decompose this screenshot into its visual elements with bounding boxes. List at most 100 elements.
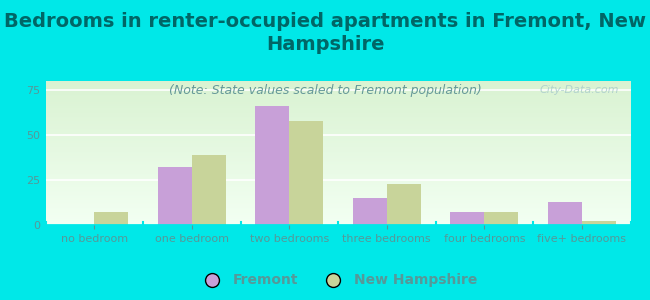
Bar bbox=[46, 127, 630, 128]
Bar bbox=[46, 198, 630, 199]
Bar bbox=[46, 83, 630, 84]
Bar bbox=[46, 160, 630, 161]
Bar bbox=[46, 144, 630, 145]
Bar bbox=[46, 110, 630, 111]
Bar bbox=[46, 104, 630, 105]
Bar bbox=[46, 121, 630, 122]
Bar bbox=[46, 128, 630, 129]
Bar bbox=[46, 188, 630, 189]
Bar bbox=[46, 115, 630, 116]
Bar bbox=[46, 186, 630, 187]
Bar bbox=[46, 211, 630, 212]
Bar bbox=[46, 166, 630, 167]
Bar bbox=[46, 149, 630, 150]
Bar bbox=[46, 141, 630, 142]
Bar bbox=[46, 224, 630, 225]
Bar bbox=[46, 207, 630, 208]
Bar bbox=[46, 184, 630, 185]
Bar bbox=[46, 130, 630, 131]
Bar bbox=[46, 150, 630, 151]
Bar bbox=[46, 120, 630, 121]
Bar bbox=[46, 109, 630, 110]
Bar bbox=[46, 209, 630, 210]
Bar bbox=[46, 100, 630, 101]
Bar bbox=[46, 107, 630, 108]
Bar bbox=[46, 194, 630, 195]
Bar bbox=[484, 212, 519, 225]
Bar bbox=[46, 117, 630, 118]
Bar bbox=[46, 126, 630, 127]
Bar bbox=[46, 208, 630, 209]
Bar bbox=[46, 215, 630, 216]
Bar bbox=[547, 202, 582, 225]
Bar bbox=[46, 100, 630, 101]
Bar bbox=[46, 213, 630, 214]
Bar bbox=[46, 168, 630, 169]
Bar bbox=[46, 173, 630, 174]
Bar bbox=[46, 89, 630, 90]
Bar bbox=[46, 182, 630, 183]
Bar bbox=[46, 196, 630, 197]
Bar bbox=[46, 197, 630, 198]
Bar bbox=[46, 102, 630, 103]
Bar bbox=[46, 199, 630, 200]
Bar bbox=[46, 204, 630, 205]
Bar bbox=[46, 218, 630, 219]
Bar bbox=[46, 108, 630, 109]
Bar bbox=[46, 138, 630, 139]
Bar bbox=[46, 153, 630, 154]
Bar bbox=[46, 94, 630, 95]
Bar bbox=[46, 185, 630, 186]
Bar bbox=[46, 147, 630, 148]
Text: City-Data.com: City-Data.com bbox=[540, 85, 619, 95]
Bar bbox=[46, 192, 630, 193]
Bar bbox=[46, 200, 630, 201]
Bar bbox=[157, 167, 192, 225]
Bar bbox=[46, 140, 630, 141]
Bar bbox=[46, 156, 630, 157]
Bar bbox=[46, 201, 630, 202]
Bar bbox=[46, 202, 630, 203]
Bar bbox=[46, 174, 630, 175]
Bar bbox=[46, 101, 630, 102]
Bar bbox=[46, 113, 630, 114]
Bar bbox=[46, 116, 630, 117]
Bar bbox=[353, 198, 387, 225]
Bar bbox=[46, 105, 630, 106]
Bar bbox=[46, 132, 630, 133]
Bar bbox=[46, 161, 630, 162]
Bar bbox=[46, 146, 630, 147]
Bar bbox=[46, 148, 630, 149]
Bar bbox=[46, 112, 630, 113]
Bar bbox=[46, 176, 630, 177]
Bar bbox=[46, 97, 630, 98]
Bar bbox=[46, 118, 630, 119]
Bar bbox=[46, 165, 630, 166]
Bar bbox=[192, 155, 226, 225]
Bar bbox=[46, 135, 630, 136]
Bar bbox=[46, 99, 630, 100]
Bar bbox=[46, 187, 630, 188]
Bar bbox=[46, 179, 630, 180]
Bar bbox=[46, 162, 630, 163]
Bar bbox=[46, 183, 630, 184]
Bar bbox=[46, 86, 630, 87]
Bar bbox=[46, 145, 630, 146]
Bar bbox=[46, 137, 630, 138]
Bar bbox=[46, 151, 630, 152]
Bar bbox=[46, 219, 630, 220]
Bar bbox=[46, 90, 630, 91]
Bar bbox=[46, 124, 630, 125]
Bar bbox=[46, 214, 630, 215]
Bar bbox=[46, 118, 630, 119]
Bar bbox=[46, 88, 630, 89]
Bar bbox=[46, 157, 630, 158]
Bar bbox=[450, 212, 484, 225]
Bar bbox=[46, 123, 630, 124]
Bar bbox=[46, 193, 630, 194]
Bar bbox=[46, 134, 630, 135]
Bar bbox=[46, 82, 630, 83]
Bar bbox=[46, 163, 630, 164]
Bar bbox=[46, 87, 630, 88]
Bar bbox=[46, 122, 630, 123]
